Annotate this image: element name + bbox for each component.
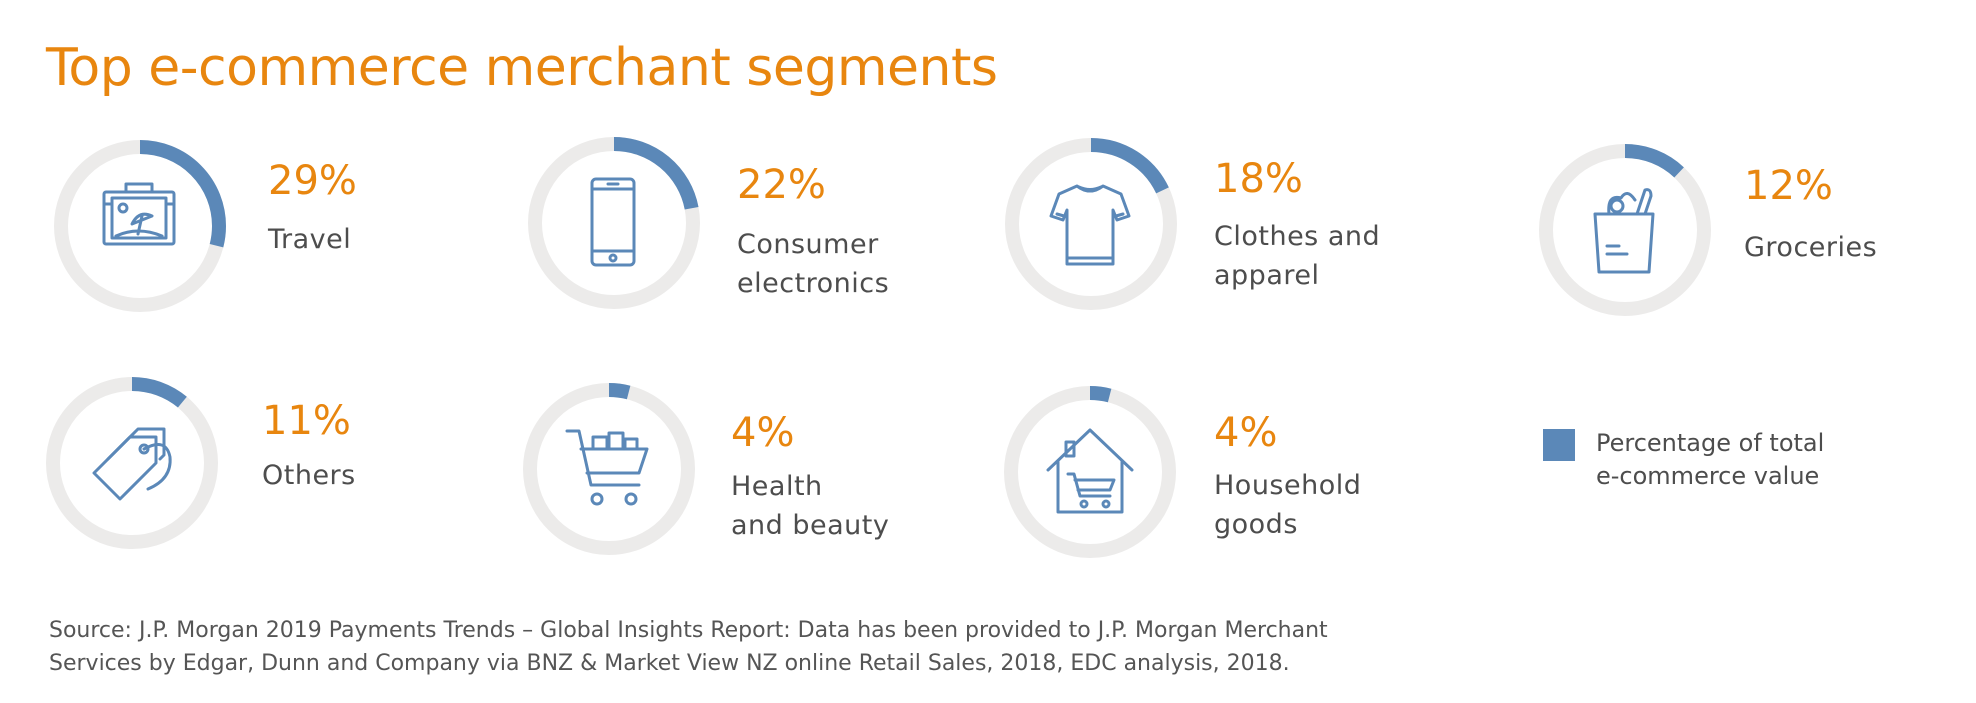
- segment-label-line: Household: [1214, 470, 1362, 501]
- segment-label: Health and beauty: [731, 467, 889, 545]
- legend-swatch: [1543, 429, 1575, 461]
- donut-value-arc: [1539, 144, 1711, 316]
- donut-chart: [523, 383, 695, 555]
- segment-label-line: and beauty: [731, 510, 890, 541]
- segment-label-line: Travel: [268, 224, 352, 255]
- segment-label-line: Consumer: [737, 229, 879, 260]
- donut-value-arc: [528, 137, 700, 309]
- donut-value-arc: [1005, 138, 1177, 310]
- segment-label-line: Groceries: [1744, 232, 1878, 263]
- donut-chart: [528, 137, 700, 309]
- donut-chart: [54, 140, 226, 312]
- segment-label: Others: [262, 456, 356, 495]
- segment-label: Clothes and apparel: [1214, 217, 1380, 295]
- segment-label: Groceries: [1744, 228, 1877, 267]
- segment-label-line: Health: [731, 471, 823, 502]
- suitcase-icon: [102, 182, 176, 246]
- segment-label-line: Clothes and: [1214, 221, 1381, 252]
- segment-label: Consumer electronics: [737, 225, 889, 303]
- segment-percentage: 4%: [1214, 410, 1278, 456]
- segment-label: Household goods: [1214, 466, 1361, 544]
- segment-label-line: apparel: [1214, 260, 1320, 291]
- donut-chart: [1005, 138, 1177, 310]
- source-line: Source: J.P. Morgan 2019 Payments Trends…: [49, 618, 1328, 643]
- segment-percentage: 4%: [731, 410, 795, 456]
- tablet-icon: [590, 177, 636, 267]
- segment-label-line: goods: [1214, 509, 1298, 540]
- segment-label-line: electronics: [737, 268, 890, 299]
- segment-percentage: 12%: [1744, 163, 1833, 209]
- donut-value-arc: [54, 140, 226, 312]
- donut-chart: [1539, 144, 1711, 316]
- segment-percentage: 11%: [262, 398, 351, 444]
- source-note: Source: J.P. Morgan 2019 Payments Trends…: [49, 614, 1328, 680]
- price-tag-icon: [92, 427, 172, 501]
- source-line: Services by Edgar, Dunn and Company via …: [49, 651, 1290, 676]
- donut-chart: [1004, 386, 1176, 558]
- donut-value-arc: [523, 383, 695, 555]
- legend-line: Percentage of total: [1596, 429, 1825, 457]
- house-cart-icon: [1046, 428, 1134, 514]
- legend-label: Percentage of total e-commerce value: [1596, 427, 1824, 493]
- segment-percentage: 29%: [268, 158, 357, 204]
- donut-chart: [46, 377, 218, 549]
- donut-value-arc: [1004, 386, 1176, 558]
- shopping-cart-icon: [565, 429, 649, 506]
- donut-value-arc: [46, 377, 218, 549]
- chart-title: Top e-commerce merchant segments: [46, 38, 998, 98]
- legend-line: e-commerce value: [1596, 462, 1820, 490]
- segment-label-line: Others: [262, 460, 356, 491]
- segment-percentage: 18%: [1214, 156, 1303, 202]
- grocery-bag-icon: [1593, 188, 1655, 274]
- segment-label: Travel: [268, 220, 351, 259]
- segment-percentage: 22%: [737, 162, 826, 208]
- tshirt-icon: [1049, 184, 1131, 266]
